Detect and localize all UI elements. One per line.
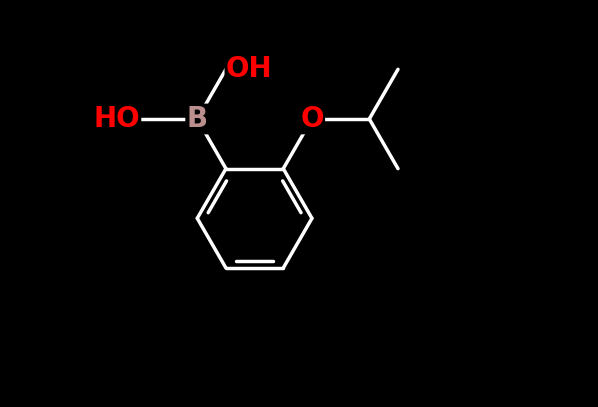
Text: HO: HO <box>93 105 140 133</box>
Text: O: O <box>300 105 324 133</box>
Text: B: B <box>187 105 208 133</box>
Text: OH: OH <box>226 55 273 83</box>
